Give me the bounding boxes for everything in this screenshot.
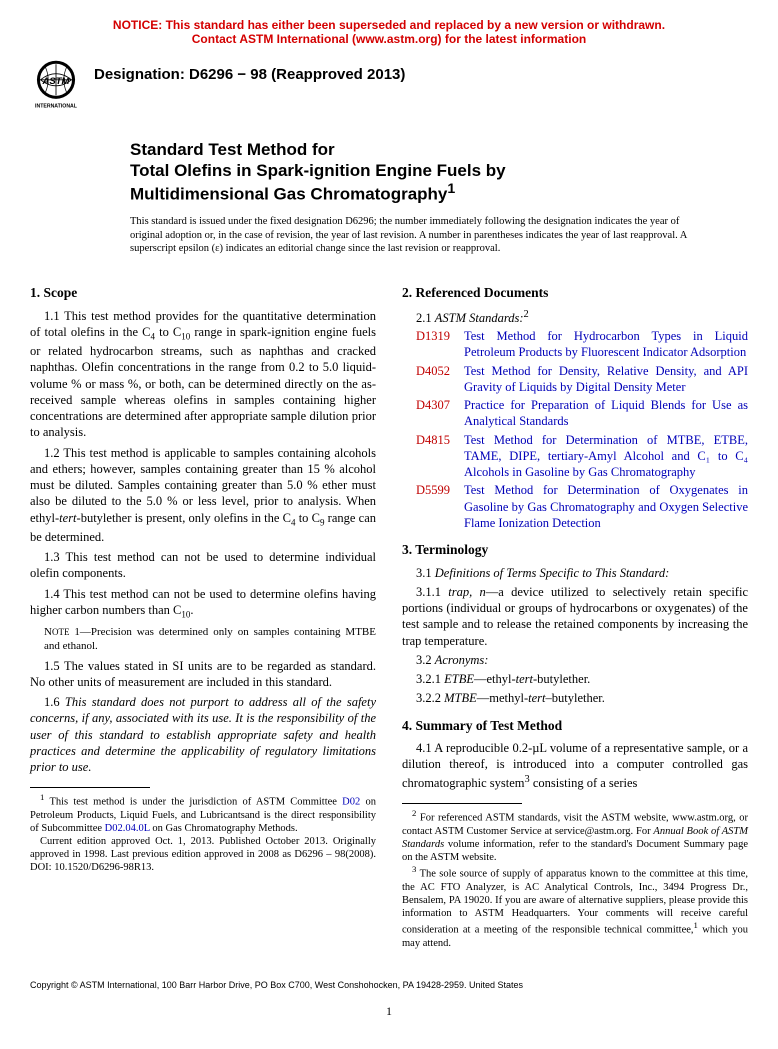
term-3.1: 3.1 Definitions of Terms Specific to Thi…	[402, 565, 748, 581]
issued-note: This standard is issued under the fixed …	[130, 215, 690, 256]
scope-1.2: 1.2 This test method is applicable to sa…	[30, 445, 376, 545]
term-3.2.1: 3.2.1 ETBE—ethyl-tert-butylether.	[402, 671, 748, 687]
ref-d5599: D5599 Test Method for Determination of O…	[402, 482, 748, 531]
page-title: Standard Test Method for Total Olefins i…	[130, 139, 690, 205]
ref-code[interactable]: D4307	[416, 397, 464, 430]
scope-1.1: 1.1 This test method provides for the qu…	[30, 308, 376, 441]
notice-line2: Contact ASTM International (www.astm.org…	[192, 32, 586, 46]
term-3.2.2: 3.2.2 MTBE—methyl-tert–butylether.	[402, 690, 748, 706]
ref-code[interactable]: D4052	[416, 363, 464, 396]
link-d02-04-0l[interactable]: D02.04.0L	[105, 823, 150, 834]
astm-logo: ASTM INTERNATIONAL	[30, 59, 82, 111]
footnote-1: 1 This test method is under the jurisdic…	[30, 792, 376, 835]
ref-code[interactable]: D4815	[416, 432, 464, 481]
scope-heading: 1. Scope	[30, 284, 376, 302]
page-number: 1	[30, 1004, 748, 1020]
refdocs-heading: 2. Referenced Documents	[402, 284, 748, 302]
footnote-rule-right	[402, 803, 522, 804]
ref-code[interactable]: D5599	[416, 482, 464, 531]
title-block: Standard Test Method for Total Olefins i…	[130, 139, 690, 205]
term-3.2: 3.2 Acronyms:	[402, 652, 748, 668]
header: ASTM INTERNATIONAL Designation: D6296 − …	[30, 59, 748, 111]
content-columns: 1. Scope 1.1 This test method provides f…	[30, 278, 748, 950]
notice-line1: NOTICE: This standard has either been su…	[113, 18, 665, 32]
ref-d4815: D4815 Test Method for Determination of M…	[402, 432, 748, 481]
summary-heading: 4. Summary of Test Method	[402, 717, 748, 735]
svg-text:ASTM: ASTM	[42, 76, 71, 87]
ref-d1319: D1319 Test Method for Hydrocarbon Types …	[402, 328, 748, 361]
term-3.1.1: 3.1.1 trap, n—a device utilized to selec…	[402, 584, 748, 649]
scope-1.6: 1.6 This standard does not purport to ad…	[30, 694, 376, 775]
scope-1.4: 1.4 This test method can not be used to …	[30, 586, 376, 621]
summary-4.1: 4.1 A reproducible 0.2-µL volume of a re…	[402, 740, 748, 791]
copyright: Copyright © ASTM International, 100 Barr…	[30, 980, 748, 992]
ref-code[interactable]: D1319	[416, 328, 464, 361]
notice-banner: NOTICE: This standard has either been su…	[30, 16, 748, 59]
designation: Designation: D6296 − 98 (Reapproved 2013…	[94, 59, 405, 85]
svg-text:INTERNATIONAL: INTERNATIONAL	[35, 103, 78, 109]
ref-title[interactable]: Test Method for Hydrocarbon Types in Liq…	[464, 328, 748, 361]
ref-title[interactable]: Test Method for Determination of MTBE, E…	[464, 432, 748, 481]
terminology-heading: 3. Terminology	[402, 541, 748, 559]
astm-standards-label: 2.1 ASTM Standards:2	[416, 308, 748, 326]
scope-1.5: 1.5 The values stated in SI units are to…	[30, 658, 376, 691]
ref-title[interactable]: Test Method for Determination of Oxygena…	[464, 482, 748, 531]
footnote-2: 2 For referenced ASTM standards, visit t…	[402, 808, 748, 864]
ref-title[interactable]: Practice for Preparation of Liquid Blend…	[464, 397, 748, 430]
scope-1.3: 1.3 This test method can not be used to …	[30, 549, 376, 582]
footnote-rule-left	[30, 787, 150, 788]
footnote-left-2: Current edition approved Oct. 1, 2013. P…	[30, 835, 376, 874]
ref-d4307: D4307 Practice for Preparation of Liquid…	[402, 397, 748, 430]
ref-title[interactable]: Test Method for Density, Relative Densit…	[464, 363, 748, 396]
col-right: 2. Referenced Documents 2.1 ASTM Standar…	[402, 278, 748, 950]
col-left: 1. Scope 1.1 This test method provides f…	[30, 278, 376, 950]
scope-note1: NOTE 1—Precision was determined only on …	[44, 625, 376, 654]
link-d02[interactable]: D02	[342, 797, 360, 808]
footnote-3: 3 The sole source of supply of apparatus…	[402, 864, 748, 950]
ref-d4052: D4052 Test Method for Density, Relative …	[402, 363, 748, 396]
